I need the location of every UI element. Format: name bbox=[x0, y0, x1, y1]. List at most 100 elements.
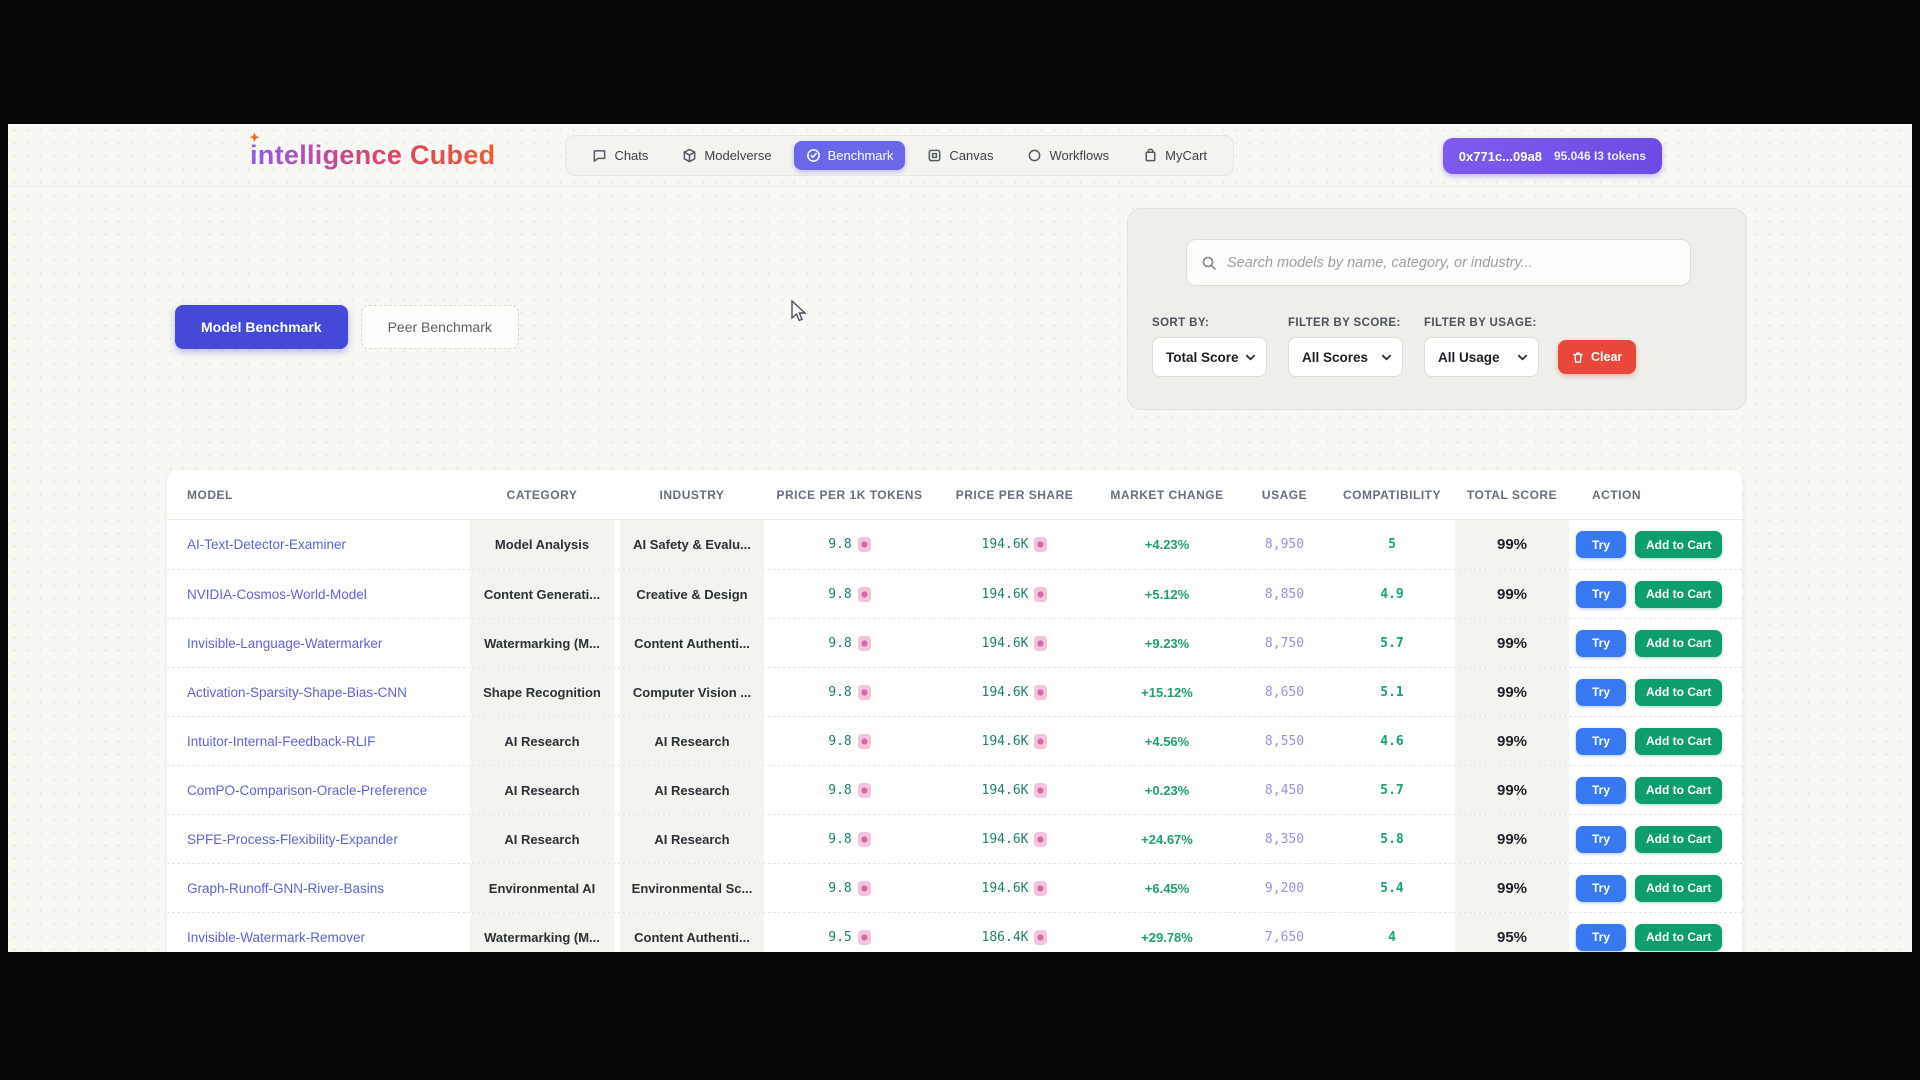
try-button[interactable]: Try bbox=[1576, 727, 1627, 755]
market-change-value: +29.78% bbox=[1141, 929, 1193, 945]
model-name-link[interactable]: AI-Text-Detector-Examiner bbox=[187, 537, 347, 552]
model-cell: Invisible-Watermark-Remover bbox=[167, 913, 467, 952]
add-to-cart-button[interactable]: Add to Cart bbox=[1635, 874, 1723, 902]
sparkle-icon: ✦ bbox=[249, 129, 261, 145]
add-to-cart-button[interactable]: Add to Cart bbox=[1635, 629, 1723, 657]
try-button[interactable]: Try bbox=[1576, 825, 1627, 853]
table-row: Activation-Sparsity-Shape-Bias-CNN Shape… bbox=[167, 667, 1742, 716]
filter-score-group: FILTER BY SCORE: All Scores bbox=[1288, 317, 1403, 377]
total-score-value: 99% bbox=[1496, 732, 1528, 750]
compatibility-cell: 5.4 bbox=[1332, 864, 1452, 912]
tab-model-benchmark[interactable]: Model Benchmark bbox=[175, 305, 348, 349]
action-cell: Try Add to Cart bbox=[1572, 520, 1742, 569]
token-icon bbox=[857, 684, 871, 700]
add-to-cart-button[interactable]: Add to Cart bbox=[1635, 776, 1723, 804]
token-icon bbox=[1034, 880, 1048, 896]
add-to-cart-button[interactable]: Add to Cart bbox=[1635, 923, 1723, 951]
model-name-link[interactable]: NVIDIA-Cosmos-World-Model bbox=[187, 586, 367, 602]
compatibility-value: 5.1 bbox=[1380, 684, 1404, 700]
industry-cell: AI Research bbox=[617, 766, 767, 814]
try-button[interactable]: Try bbox=[1576, 923, 1627, 951]
model-name-link[interactable]: Invisible-Watermark-Remover bbox=[187, 929, 366, 945]
usage-value: 8,750 bbox=[1264, 635, 1305, 651]
action-cell: Try Add to Cart bbox=[1572, 864, 1742, 912]
try-button[interactable]: Try bbox=[1576, 874, 1627, 902]
benchmark-tabs: Model Benchmark Peer Benchmark bbox=[175, 305, 519, 349]
nav-label: MyCart bbox=[1165, 147, 1208, 163]
market-change-cell: +5.12% bbox=[1097, 570, 1237, 618]
try-button[interactable]: Try bbox=[1576, 580, 1627, 608]
filter-panel: SORT BY: Total Score FILTER BY SCORE: Al… bbox=[1127, 208, 1747, 410]
market-change-cell: +15.12% bbox=[1097, 668, 1237, 716]
table-row: SPFE-Process-Flexibility-Expander AI Res… bbox=[167, 814, 1742, 863]
price-per-share-value: 194.6K bbox=[981, 733, 1029, 749]
nav-item-modelverse[interactable]: Modelverse bbox=[670, 141, 783, 170]
price-per-share-value: 186.4K bbox=[981, 929, 1029, 945]
nav-item-benchmark[interactable]: Benchmark bbox=[793, 140, 906, 170]
model-name-link[interactable]: Intuitor-Internal-Feedback-RLIF bbox=[187, 733, 376, 749]
add-to-cart-button[interactable]: Add to Cart bbox=[1635, 678, 1723, 706]
column-header-model: MODEL bbox=[187, 487, 233, 502]
wallet-token-badge[interactable]: 0x771c...09a8 95.046 I3 tokens bbox=[1442, 138, 1662, 174]
filter-score-select[interactable]: All Scores bbox=[1288, 337, 1403, 377]
total-score-value: 99% bbox=[1496, 830, 1528, 848]
usage-value: 8,350 bbox=[1264, 831, 1305, 847]
filter-usage-select[interactable]: All Usage bbox=[1424, 337, 1539, 377]
token-icon bbox=[1034, 586, 1048, 602]
nav-item-mycart[interactable]: MyCart bbox=[1131, 141, 1219, 170]
industry-cell: AI Research bbox=[617, 717, 767, 765]
table-row: ComPO-Comparison-Oracle-Preference AI Re… bbox=[167, 765, 1742, 814]
compatibility-cell: 4.9 bbox=[1332, 570, 1452, 618]
market-change-cell: +4.23% bbox=[1097, 520, 1237, 569]
market-change-cell: +6.45% bbox=[1097, 864, 1237, 912]
market-change-cell: +0.23% bbox=[1097, 766, 1237, 814]
total-score-cell: 95% bbox=[1452, 913, 1572, 952]
add-to-cart-button[interactable]: Add to Cart bbox=[1635, 580, 1723, 608]
nav-label: Workflows bbox=[1049, 147, 1110, 163]
nav-item-workflows[interactable]: Workflows bbox=[1015, 141, 1121, 170]
clear-filters-button[interactable]: Clear bbox=[1558, 340, 1637, 374]
token-icon bbox=[1034, 929, 1048, 945]
model-name-link[interactable]: ComPO-Comparison-Oracle-Preference bbox=[187, 782, 428, 798]
search-input[interactable] bbox=[1227, 254, 1676, 271]
add-to-cart-button[interactable]: Add to Cart bbox=[1635, 531, 1723, 558]
action-cell: Try Add to Cart bbox=[1572, 717, 1742, 765]
model-name-link[interactable]: SPFE-Process-Flexibility-Expander bbox=[187, 831, 398, 847]
usage-cell: 8,450 bbox=[1237, 766, 1332, 814]
add-to-cart-button[interactable]: Add to Cart bbox=[1635, 727, 1723, 755]
price-per-share-cell: 194.6K bbox=[932, 766, 1097, 814]
table-row: NVIDIA-Cosmos-World-Model Content Genera… bbox=[167, 569, 1742, 618]
try-button[interactable]: Try bbox=[1576, 531, 1627, 558]
compatibility-cell: 5 bbox=[1332, 520, 1452, 569]
model-name-link[interactable]: Invisible-Language-Watermarker bbox=[187, 635, 383, 651]
industry-cell: Content Authenti... bbox=[617, 913, 767, 952]
market-change-cell: +9.23% bbox=[1097, 619, 1237, 667]
try-button[interactable]: Try bbox=[1576, 678, 1627, 706]
model-name-link[interactable]: Graph-Runoff-GNN-River-Basins bbox=[187, 880, 385, 896]
usage-value: 8,450 bbox=[1264, 782, 1305, 798]
usage-cell: 7,650 bbox=[1237, 913, 1332, 952]
tab-peer-benchmark[interactable]: Peer Benchmark bbox=[360, 305, 519, 349]
token-icon bbox=[857, 880, 871, 896]
nav-item-chats[interactable]: Chats bbox=[580, 141, 660, 170]
model-cell: AI-Text-Detector-Examiner bbox=[167, 520, 467, 569]
price-per-share-cell: 194.6K bbox=[932, 619, 1097, 667]
price-per-1k-value: 9.8 bbox=[828, 537, 852, 552]
compatibility-cell: 5.7 bbox=[1332, 766, 1452, 814]
total-score-cell: 99% bbox=[1452, 717, 1572, 765]
model-name-link[interactable]: Activation-Sparsity-Shape-Bias-CNN bbox=[187, 684, 407, 700]
industry-cell: AI Safety & Evalu... bbox=[617, 520, 767, 569]
sort-by-select[interactable]: Total Score bbox=[1152, 337, 1267, 377]
category-cell: Shape Recognition bbox=[467, 668, 617, 716]
category-cell: Model Analysis bbox=[467, 520, 617, 569]
try-button[interactable]: Try bbox=[1576, 629, 1627, 657]
try-button[interactable]: Try bbox=[1576, 776, 1627, 804]
price-per-1k-cell: 9.8 bbox=[767, 570, 932, 618]
table-body: AI-Text-Detector-Examiner Model Analysis… bbox=[167, 520, 1742, 952]
nav-item-canvas[interactable]: Canvas bbox=[915, 141, 1005, 170]
table-row: AI-Text-Detector-Examiner Model Analysis… bbox=[167, 520, 1742, 569]
industry-cell: Computer Vision ... bbox=[617, 668, 767, 716]
compatibility-cell: 5.8 bbox=[1332, 815, 1452, 863]
add-to-cart-button[interactable]: Add to Cart bbox=[1635, 825, 1723, 853]
category-cell: Environmental AI bbox=[467, 864, 617, 912]
